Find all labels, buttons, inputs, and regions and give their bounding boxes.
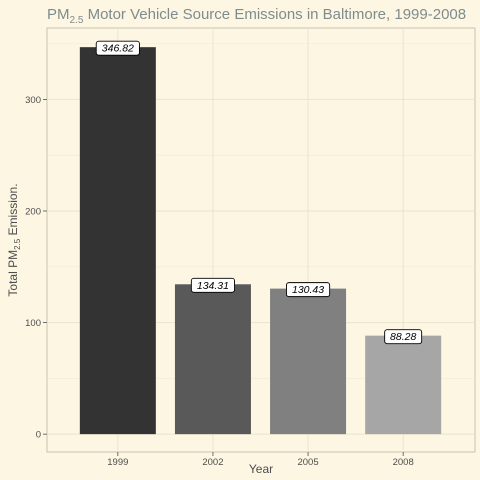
y-axis: 0 100 200 300	[25, 95, 47, 441]
bar-2002	[174, 284, 251, 435]
data-labels-layer: 346.82 134.31 130.43 88.28	[95, 40, 423, 345]
data-label-box	[286, 282, 331, 298]
bar-2008	[365, 335, 442, 435]
y-tick-label: 200	[25, 206, 41, 217]
data-label: 134.31	[197, 280, 229, 292]
data-label-box	[190, 277, 235, 293]
data-label-box	[384, 329, 423, 345]
bar-1999	[79, 47, 156, 435]
data-label-box	[95, 40, 140, 56]
bars-layer	[79, 47, 442, 435]
x-axis: 1999 2002 2005 2008	[107, 452, 414, 468]
y-tick-label: 300	[25, 95, 41, 106]
x-tick-label: 2002	[202, 457, 223, 468]
x-axis-title: Year	[249, 462, 273, 476]
data-label: 130.43	[292, 284, 324, 296]
y-axis-title: Total PM2.5 Emission.	[6, 183, 22, 296]
x-tick-label: 2005	[297, 457, 318, 468]
x-tick-label: 1999	[107, 457, 128, 468]
data-label: 346.82	[102, 43, 134, 55]
y-tick-label: 100	[25, 318, 41, 329]
chart-title: PM2.5 Motor Vehicle Source Emissions in …	[47, 6, 466, 26]
x-tick-label: 2008	[393, 457, 414, 468]
y-tick-label: 0	[36, 430, 41, 441]
data-label: 88.28	[390, 331, 416, 343]
bar-2005	[270, 288, 347, 435]
